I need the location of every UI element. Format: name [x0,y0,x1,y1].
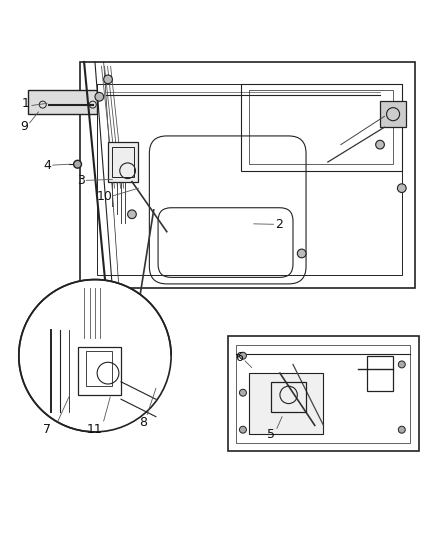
Bar [241,84,402,171]
Circle shape [240,426,247,433]
Bar [271,382,306,413]
Bar [250,373,323,434]
Circle shape [95,92,104,101]
Bar [108,142,138,182]
Text: 8: 8 [139,416,147,429]
Bar [113,147,134,177]
Text: 5: 5 [267,427,275,441]
Text: 2: 2 [275,218,283,231]
Circle shape [74,160,81,168]
Circle shape [398,361,405,368]
Bar [380,101,406,127]
Text: 6: 6 [235,351,243,365]
Text: 9: 9 [20,120,28,133]
Bar [250,90,393,164]
Text: 4: 4 [43,159,51,172]
Bar [80,62,415,288]
Bar [28,90,97,114]
Bar [78,347,121,395]
Circle shape [104,75,113,84]
Bar [228,336,419,451]
Circle shape [240,352,247,359]
Circle shape [19,279,171,432]
Bar [86,351,113,386]
Text: 3: 3 [77,174,85,187]
Bar [97,84,402,275]
Bar [367,356,393,391]
Circle shape [240,389,247,396]
Circle shape [398,426,405,433]
Text: 10: 10 [97,190,113,204]
Text: 11: 11 [87,423,103,436]
Bar [237,345,410,443]
Circle shape [297,249,306,258]
Text: 7: 7 [43,423,51,436]
Circle shape [376,140,385,149]
Circle shape [397,184,406,192]
Text: 1: 1 [21,97,29,110]
Circle shape [127,210,136,219]
